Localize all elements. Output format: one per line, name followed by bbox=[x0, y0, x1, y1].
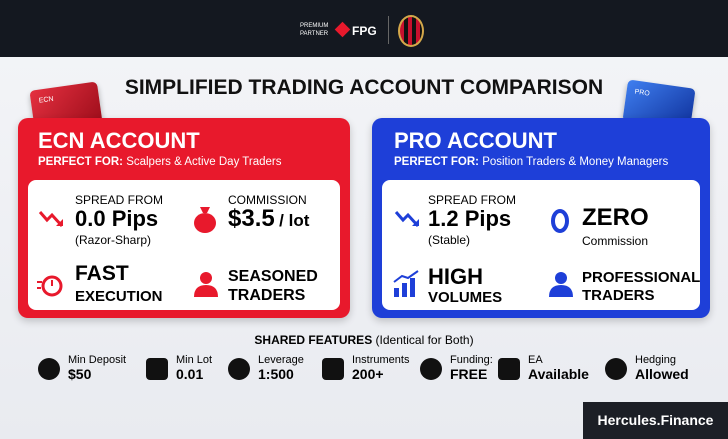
feature: FAST bbox=[75, 262, 129, 285]
shared-note: (Identical for Both) bbox=[375, 333, 474, 347]
feature-label: Min Deposit bbox=[68, 354, 127, 366]
feature-label: EA bbox=[528, 354, 543, 366]
pro-features bbox=[382, 180, 700, 310]
feature-value: Allowed bbox=[635, 366, 689, 382]
trader-icon bbox=[549, 272, 573, 297]
perfect-for: Scalpers & Active Day Traders bbox=[126, 156, 282, 168]
label: SPREAD FROM bbox=[75, 193, 164, 207]
feature: VOLUMES bbox=[428, 289, 503, 306]
feature-label: Instruments bbox=[352, 354, 410, 366]
feature-icon bbox=[420, 358, 442, 380]
feature-value: 0.01 bbox=[176, 366, 204, 382]
value: $3.5 bbox=[228, 205, 275, 232]
feature: EXECUTION bbox=[75, 288, 163, 305]
unit: / lot bbox=[279, 211, 310, 230]
label: Commission bbox=[582, 234, 649, 248]
partner-label: PREMIUM PARTNER bbox=[300, 22, 328, 38]
feature-icon bbox=[605, 358, 627, 380]
panel-title: ECN ACCOUNT bbox=[38, 128, 200, 153]
club-crest bbox=[398, 15, 424, 47]
feature-value: 1:500 bbox=[258, 366, 294, 382]
feature-value: $50 bbox=[68, 366, 92, 382]
feature-icon bbox=[228, 358, 250, 380]
feature: TRADERS bbox=[228, 287, 306, 304]
feature-label: Funding: bbox=[450, 354, 493, 366]
stopwatch-icon bbox=[37, 275, 63, 297]
feature-icon bbox=[498, 358, 520, 380]
value: ZERO bbox=[582, 204, 649, 231]
feature: PROFESSIONAL bbox=[582, 269, 701, 286]
feature-label: Leverage bbox=[258, 354, 304, 366]
note: (Stable) bbox=[428, 233, 471, 247]
money-bag-icon bbox=[194, 207, 216, 233]
feature-icon bbox=[38, 358, 60, 380]
spread-icon bbox=[394, 211, 420, 228]
perfect-for-label: PERFECT FOR: bbox=[394, 156, 479, 168]
feature-icon bbox=[146, 358, 168, 380]
divider bbox=[388, 16, 389, 44]
card-label: PRO bbox=[634, 88, 651, 98]
note: (Razor-Sharp) bbox=[75, 233, 152, 247]
top-bar bbox=[0, 0, 728, 57]
perfect-for-label: PERFECT FOR: bbox=[38, 156, 123, 168]
shared-title: SHARED FEATURES bbox=[254, 333, 373, 347]
feature-icon bbox=[322, 358, 344, 380]
value: 0.0 Pips bbox=[75, 206, 159, 231]
feature-value: Available bbox=[528, 366, 589, 382]
ecn-features bbox=[28, 180, 340, 310]
spread-icon bbox=[38, 211, 64, 228]
trader-icon bbox=[194, 272, 218, 297]
feature-value: 200+ bbox=[352, 366, 384, 382]
feature-value: FREE bbox=[450, 366, 488, 382]
footer-brand: Hercules.Finance bbox=[583, 402, 728, 439]
feature: TRADERS bbox=[582, 287, 655, 304]
feature-label: Min Lot bbox=[176, 354, 213, 366]
feature: HIGH bbox=[428, 264, 483, 289]
partner-line: PARTNER bbox=[300, 31, 329, 37]
value: 1.2 Pips bbox=[428, 206, 512, 231]
perfect-for: Position Traders & Money Managers bbox=[482, 156, 669, 168]
card-label: ECN bbox=[38, 95, 55, 105]
brand: FPG bbox=[352, 24, 377, 38]
feature: SEASONED bbox=[228, 268, 318, 285]
volume-icon bbox=[393, 270, 419, 297]
zero-icon bbox=[551, 209, 569, 233]
label: SPREAD FROM bbox=[428, 193, 517, 207]
label: COMMISSION bbox=[228, 193, 307, 207]
title: SIMPLIFIED TRADING ACCOUNT COMPARISON bbox=[124, 76, 604, 99]
partner-line: PREMIUM bbox=[300, 23, 329, 29]
feature-label: Hedging bbox=[635, 354, 676, 366]
panel-title: PRO ACCOUNT bbox=[394, 128, 557, 153]
